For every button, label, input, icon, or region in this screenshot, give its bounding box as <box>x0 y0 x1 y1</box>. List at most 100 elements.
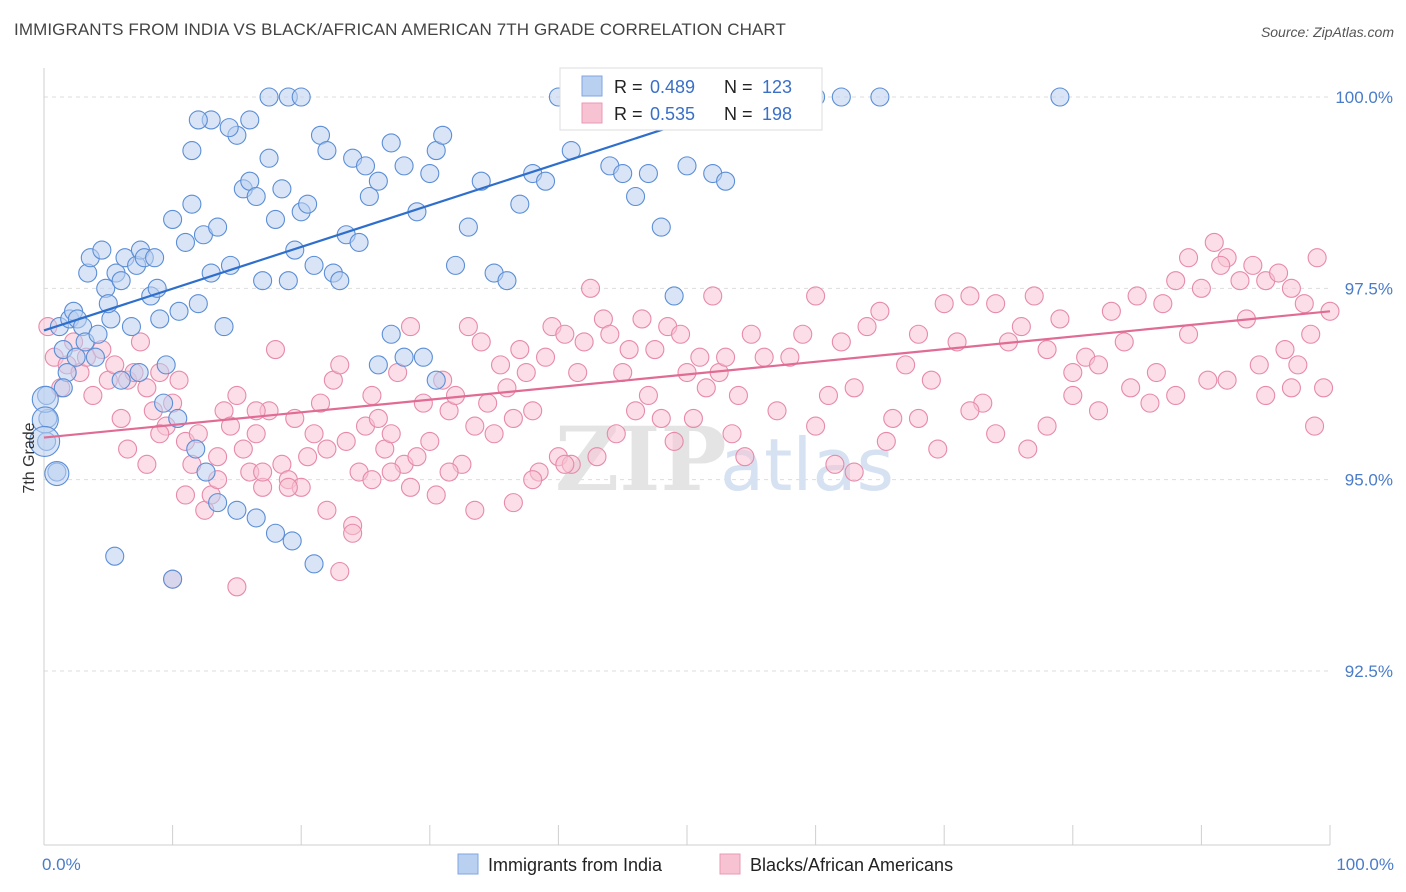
point-black <box>568 362 588 383</box>
point-black <box>857 317 877 337</box>
point-black <box>844 378 864 398</box>
point-black <box>645 340 665 360</box>
point-black <box>1314 378 1334 398</box>
point-black <box>896 355 916 375</box>
legend-black-r-value: 0.535 <box>650 104 695 124</box>
x-tick-label-min: 0.0% <box>42 855 81 874</box>
point-black <box>606 424 626 444</box>
point-black <box>960 401 980 421</box>
point-black <box>722 424 742 444</box>
point-black <box>600 324 620 344</box>
point-black <box>439 462 459 482</box>
point-black <box>1294 294 1314 314</box>
point-india <box>227 500 247 520</box>
point-black <box>683 408 703 428</box>
point-india <box>664 286 684 306</box>
point-black <box>1166 271 1186 291</box>
point-black <box>1024 286 1044 306</box>
legend-india-r-label: R = <box>614 77 643 97</box>
point-black <box>420 431 440 451</box>
point-india <box>272 179 292 199</box>
point-black <box>934 294 954 314</box>
point-black <box>317 439 337 459</box>
point-black <box>1178 248 1199 268</box>
point-black <box>1037 340 1057 360</box>
point-black <box>278 477 298 497</box>
point-india <box>66 347 86 367</box>
point-black <box>535 347 556 367</box>
source-note: Source: ZipAtlas.com <box>1260 24 1394 40</box>
point-black <box>1114 332 1134 352</box>
point-black <box>400 477 421 497</box>
point-india <box>111 370 131 390</box>
point-black <box>960 286 980 306</box>
point-india <box>150 309 170 329</box>
point-india <box>246 186 266 207</box>
point-black <box>728 385 748 406</box>
point-black <box>651 408 671 428</box>
point-black <box>1307 248 1327 268</box>
point-india <box>85 347 105 367</box>
point-black <box>137 454 157 474</box>
point-black <box>490 355 511 375</box>
legend-black-n-label: N = <box>724 104 753 124</box>
y-tick-labels: 92.5% 95.0% 97.5% 100.0% <box>1335 88 1393 681</box>
point-india <box>214 317 234 337</box>
point-india <box>420 163 440 184</box>
point-india <box>186 439 206 459</box>
x-tick-labels: 0.0% 100.0% <box>42 855 1394 874</box>
point-india <box>317 141 337 161</box>
point-black <box>806 286 826 306</box>
point-india <box>121 317 141 337</box>
point-india <box>53 378 73 398</box>
point-black <box>523 470 543 490</box>
point-india <box>44 460 70 487</box>
point-india <box>282 531 302 551</box>
y-axis-label: 7th Grade <box>21 422 38 493</box>
point-black <box>304 424 324 444</box>
point-black <box>619 340 639 360</box>
point-black <box>169 370 189 390</box>
point-black <box>703 286 723 306</box>
bottom-legend-swatch-india <box>457 853 479 875</box>
point-india <box>1050 87 1070 107</box>
point-india <box>145 248 165 268</box>
point-black <box>220 416 241 436</box>
point-black <box>478 393 498 413</box>
point-black <box>574 332 594 352</box>
point-india <box>188 110 208 130</box>
point-india <box>359 186 379 207</box>
chart-title: IMMIGRANTS FROM INDIA VS BLACK/AFRICAN A… <box>14 20 786 39</box>
point-black <box>1127 286 1147 306</box>
point-india <box>208 493 228 513</box>
point-black <box>253 462 273 482</box>
point-india <box>88 324 108 344</box>
point-black <box>298 447 318 467</box>
point-india <box>265 523 286 543</box>
trend-lines <box>43 99 1331 439</box>
point-black <box>484 424 504 444</box>
point-india <box>304 554 324 574</box>
point-black <box>516 362 536 383</box>
point-india <box>330 271 350 291</box>
point-black <box>1088 401 1109 421</box>
point-black <box>175 485 196 505</box>
point-india <box>163 569 183 589</box>
legend-black-r-label: R = <box>614 104 643 124</box>
point-black <box>1166 385 1186 406</box>
legend-swatch-india <box>581 75 603 97</box>
point-black <box>677 362 697 383</box>
point-black <box>1191 278 1211 298</box>
point-india <box>169 301 189 321</box>
point-black <box>825 454 845 474</box>
trend-line-black <box>43 310 1331 439</box>
point-black <box>381 424 401 444</box>
point-black <box>883 408 903 428</box>
point-black <box>208 447 228 467</box>
y-tick-label: 97.5% <box>1345 279 1393 298</box>
point-india <box>163 209 183 230</box>
point-india <box>381 324 401 344</box>
point-black <box>716 347 736 367</box>
y-tick-label: 100.0% <box>1335 88 1393 107</box>
